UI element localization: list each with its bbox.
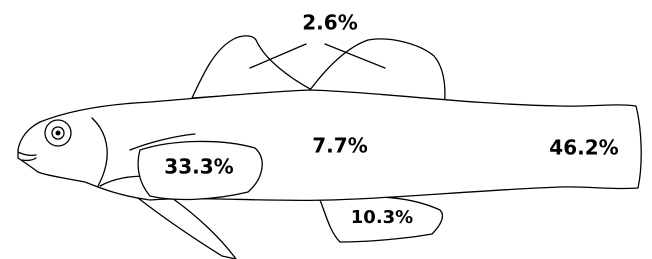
- pelvic-fin: [138, 198, 236, 259]
- region-label: 7.7%: [312, 134, 367, 158]
- region-label: 2.6%: [302, 11, 357, 35]
- fish-diagram: 2.6% 7.7% 33.3% 46.2% 10.3%: [0, 0, 652, 259]
- pupil: [56, 131, 61, 136]
- region-label: 46.2%: [549, 136, 618, 160]
- region-label: 10.3%: [351, 207, 413, 228]
- region-label: 33.3%: [164, 155, 233, 179]
- page: 2.6% 7.7% 33.3% 46.2% 10.3% (() => { con…: [0, 0, 652, 259]
